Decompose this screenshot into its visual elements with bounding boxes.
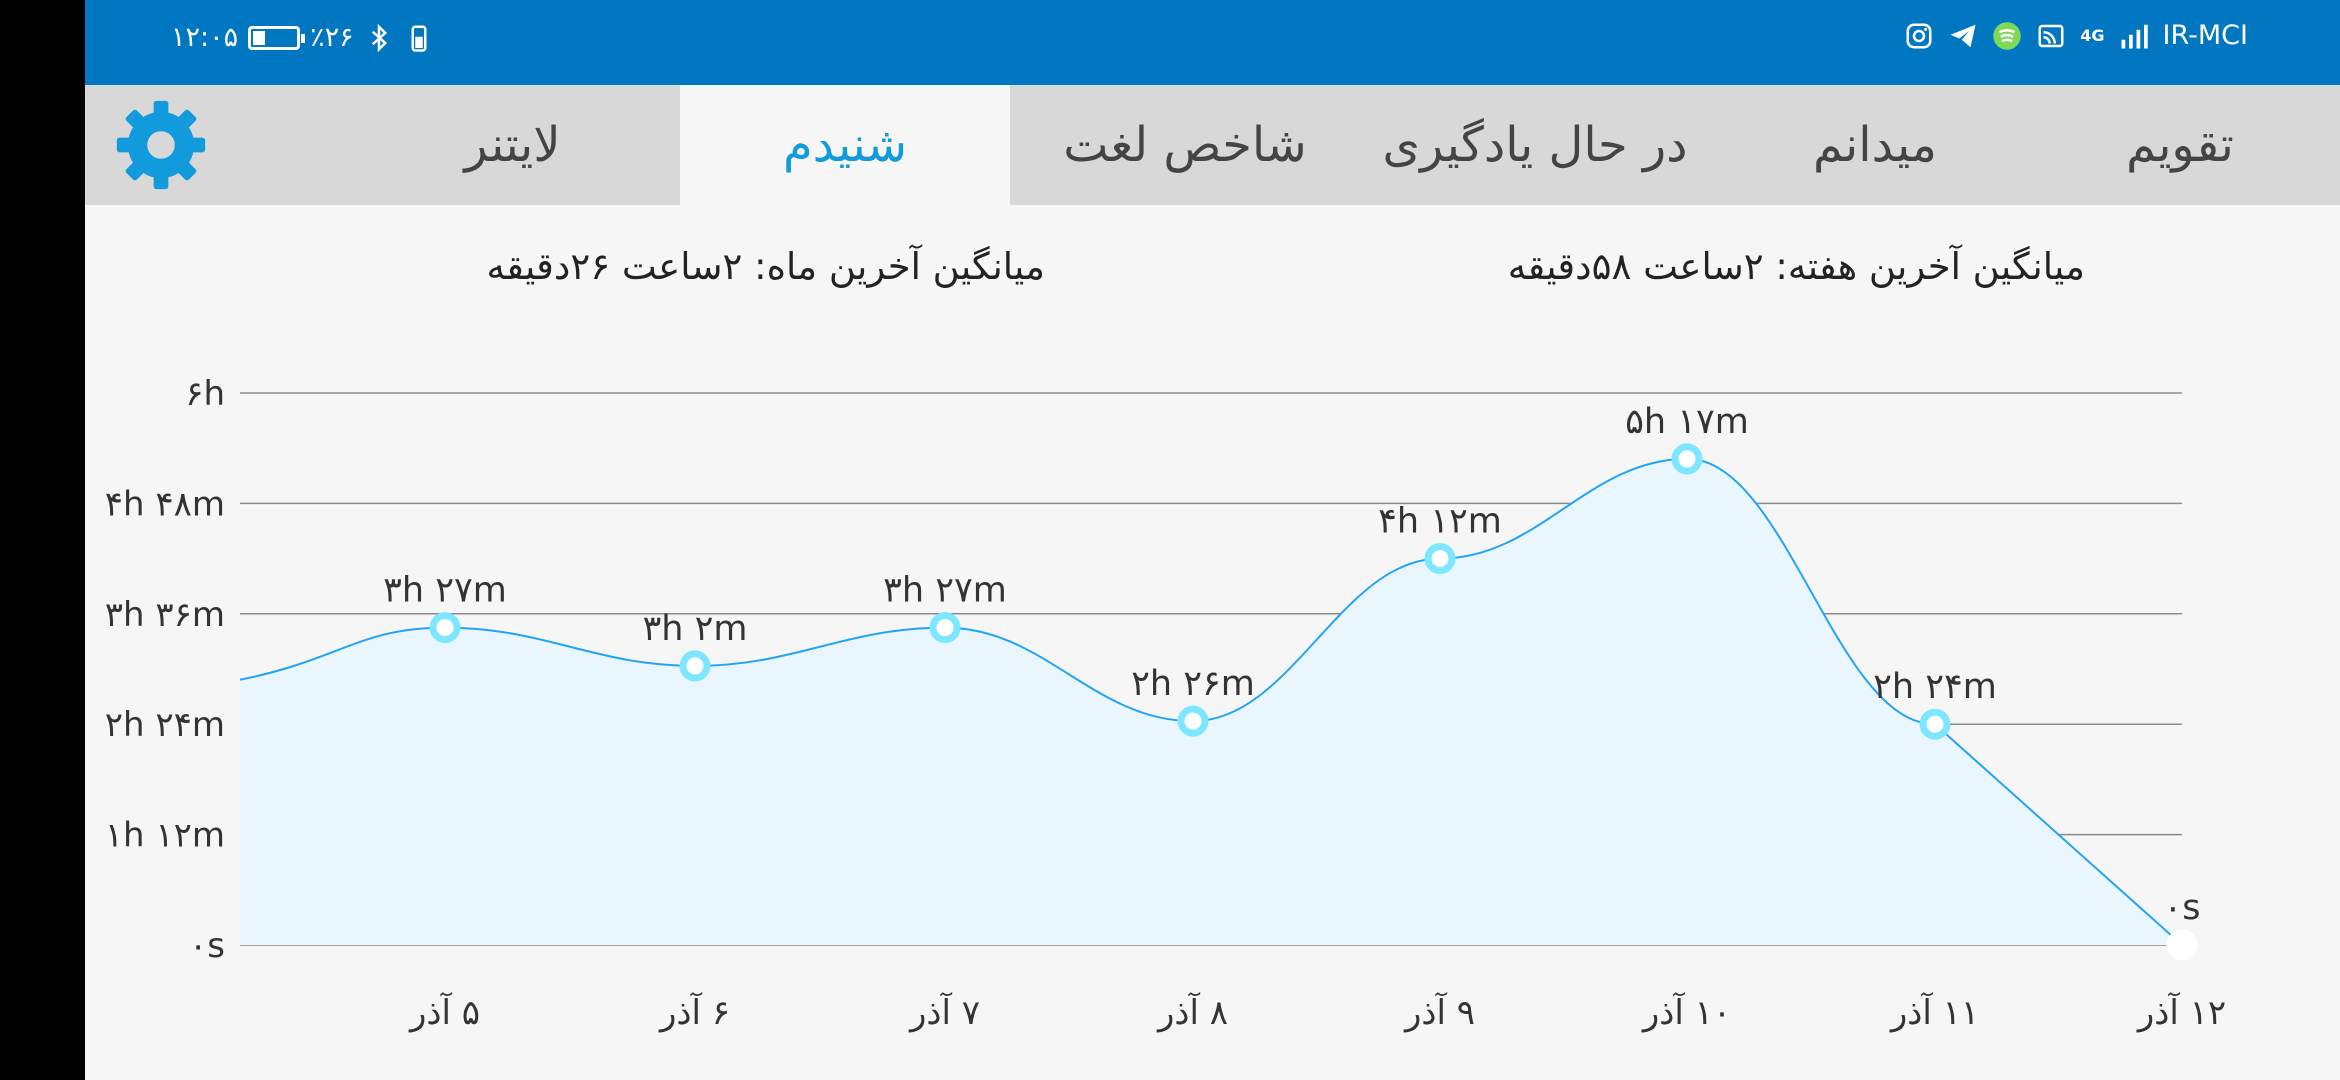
month-average: میانگین آخرین ماه: ۲ساعت ۲۶دقیقه bbox=[486, 245, 1045, 288]
y-tick-label: ۲h ۲۴m bbox=[105, 705, 225, 745]
bluetooth-icon bbox=[371, 23, 387, 52]
y-tick-label: ۰s bbox=[189, 926, 225, 966]
area-series bbox=[240, 458, 2182, 945]
tab-leitner[interactable]: لایتنر bbox=[464, 117, 561, 173]
data-point[interactable] bbox=[929, 612, 961, 644]
status-left: ۱۲:۰۵ ٪۲۶ bbox=[171, 22, 434, 53]
x-tick-label: ۹ آذر bbox=[1403, 992, 1475, 1033]
status-right: 4G IR-MCI bbox=[1904, 20, 2248, 51]
cast-icon bbox=[2038, 24, 2064, 47]
battery-percent: ٪۲۶ bbox=[310, 22, 354, 53]
tab-heard[interactable]: شنیدم bbox=[680, 85, 1010, 205]
data-label: ۵h ۱۷m bbox=[1625, 402, 1749, 442]
y-tick-label: ۱h ۱۲m bbox=[105, 816, 225, 856]
tab-word-index[interactable]: شاخص لغت bbox=[1063, 117, 1307, 173]
y-tick-label: ۳h ۳۶m bbox=[105, 595, 225, 635]
data-point[interactable] bbox=[1919, 708, 1951, 740]
x-tick-label: ۶ آذر bbox=[658, 992, 730, 1033]
status-bar: ۱۲:۰۵ ٪۲۶ 4G IR-MCI bbox=[85, 0, 2340, 85]
x-tick-label: ۱۲ آذر bbox=[2136, 992, 2226, 1033]
tab-known[interactable]: میدانم bbox=[1812, 117, 1938, 173]
y-tick-label: ۴h ۴۸m bbox=[105, 484, 225, 524]
telegram-icon bbox=[1950, 24, 1976, 47]
y-tick-label: ۶h bbox=[185, 374, 225, 414]
charging-icon bbox=[411, 25, 427, 52]
data-label: ۳h ۲m bbox=[643, 609, 748, 649]
app-screen: ۱۲:۰۵ ٪۲۶ 4G IR-MCI تقویم میدانم در حال … bbox=[85, 0, 2340, 1080]
data-label: ۳h ۲۷m bbox=[383, 571, 507, 611]
week-average-label: میانگین آخرین هفته: bbox=[1763, 245, 2085, 288]
gear-icon[interactable] bbox=[115, 99, 207, 191]
data-label: ۲h ۲۶m bbox=[1131, 664, 1255, 704]
tab-calendar[interactable]: تقویم bbox=[2126, 117, 2234, 173]
data-point[interactable] bbox=[2166, 929, 2198, 961]
network-type: 4G bbox=[2080, 26, 2105, 45]
signal-icon bbox=[2121, 24, 2148, 48]
instagram-icon bbox=[1906, 23, 1932, 48]
carrier-name: IR-MCI bbox=[2162, 20, 2248, 51]
clock: ۱۲:۰۵ bbox=[171, 22, 239, 53]
x-tick-label: ۵ آذر bbox=[408, 992, 480, 1033]
data-label: ۳h ۲۷m bbox=[883, 571, 1007, 611]
week-average-value: ۲ساعت ۵۸دقیقه bbox=[1507, 245, 1764, 288]
data-label: ۰s bbox=[2163, 888, 2200, 928]
data-point[interactable] bbox=[1671, 443, 1703, 475]
tab-bar: تقویم میدانم در حال یادگیری شاخص لغت شنی… bbox=[85, 85, 2340, 205]
x-tick-label: ۱۱ آذر bbox=[1889, 992, 1979, 1033]
data-point[interactable] bbox=[1177, 705, 1209, 737]
data-point[interactable] bbox=[1424, 543, 1456, 575]
app-icon bbox=[1993, 21, 2021, 50]
listening-time-chart: ۰s ۱h ۱۲m ۲h ۲۴m ۳h ۳۶m ۴h ۴۸m ۶h ۳h ۲۷m ۳h ۲m… bbox=[105, 374, 2226, 1033]
x-tick-label: ۸ آذر bbox=[1156, 992, 1228, 1033]
data-point[interactable] bbox=[679, 650, 711, 682]
data-point[interactable] bbox=[429, 612, 461, 644]
x-tick-label: ۱۰ آذر bbox=[1641, 992, 1731, 1033]
week-average: میانگین آخرین هفته: ۲ساعت ۵۸دقیقه bbox=[1508, 245, 2085, 288]
month-average-label: میانگین آخرین ماه: bbox=[742, 245, 1045, 288]
data-label: ۲h ۲۴m bbox=[1873, 667, 1997, 707]
data-label: ۴h ۱۲m bbox=[1378, 502, 1502, 542]
battery-icon bbox=[248, 25, 306, 50]
month-average-value: ۲ساعت ۲۶دقیقه bbox=[486, 245, 743, 288]
tab-learning[interactable]: در حال یادگیری bbox=[1382, 117, 1688, 173]
x-tick-label: ۷ آذر bbox=[908, 992, 980, 1033]
